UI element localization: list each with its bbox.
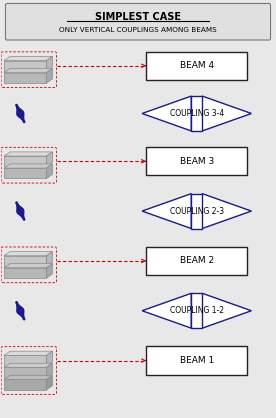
Polygon shape <box>142 293 191 328</box>
FancyBboxPatch shape <box>191 194 202 229</box>
Text: BEAM 2: BEAM 2 <box>180 256 214 265</box>
Polygon shape <box>4 152 52 156</box>
Text: COUPLING 2-3: COUPLING 2-3 <box>170 206 224 216</box>
Polygon shape <box>202 96 251 131</box>
Polygon shape <box>46 69 52 83</box>
Polygon shape <box>4 73 46 83</box>
Text: BEAM 1: BEAM 1 <box>180 356 214 365</box>
Polygon shape <box>4 69 52 73</box>
Polygon shape <box>4 380 46 390</box>
Polygon shape <box>46 252 52 266</box>
Polygon shape <box>46 56 52 71</box>
Polygon shape <box>142 194 191 229</box>
Polygon shape <box>4 56 52 61</box>
Polygon shape <box>4 264 52 268</box>
Polygon shape <box>4 61 46 71</box>
FancyBboxPatch shape <box>191 293 202 328</box>
Polygon shape <box>4 268 46 278</box>
Text: COUPLING 3-4: COUPLING 3-4 <box>170 109 224 118</box>
Polygon shape <box>4 256 46 266</box>
Polygon shape <box>46 264 52 278</box>
Text: BEAM 3: BEAM 3 <box>180 157 214 166</box>
FancyBboxPatch shape <box>146 147 247 176</box>
FancyBboxPatch shape <box>146 347 247 375</box>
Text: ONLY VERTICAL COUPLINGS AMONG BEAMS: ONLY VERTICAL COUPLINGS AMONG BEAMS <box>59 27 217 33</box>
Polygon shape <box>4 164 52 168</box>
Polygon shape <box>4 375 52 380</box>
Polygon shape <box>46 363 52 378</box>
Polygon shape <box>4 168 46 178</box>
Polygon shape <box>142 96 191 131</box>
Polygon shape <box>46 164 52 178</box>
Polygon shape <box>202 293 251 328</box>
Polygon shape <box>4 351 52 355</box>
Polygon shape <box>46 351 52 366</box>
Polygon shape <box>4 252 52 256</box>
Polygon shape <box>46 152 52 166</box>
Polygon shape <box>202 194 251 229</box>
Text: BEAM 4: BEAM 4 <box>180 61 214 70</box>
FancyBboxPatch shape <box>146 52 247 80</box>
FancyBboxPatch shape <box>191 96 202 131</box>
Text: SIMPLEST CASE: SIMPLEST CASE <box>95 12 181 22</box>
Polygon shape <box>4 367 46 378</box>
Polygon shape <box>4 355 46 366</box>
Polygon shape <box>46 375 52 390</box>
Polygon shape <box>4 156 46 166</box>
FancyBboxPatch shape <box>146 247 247 275</box>
Polygon shape <box>4 363 52 367</box>
FancyBboxPatch shape <box>6 3 270 40</box>
Text: COUPLING 1-2: COUPLING 1-2 <box>170 306 224 315</box>
